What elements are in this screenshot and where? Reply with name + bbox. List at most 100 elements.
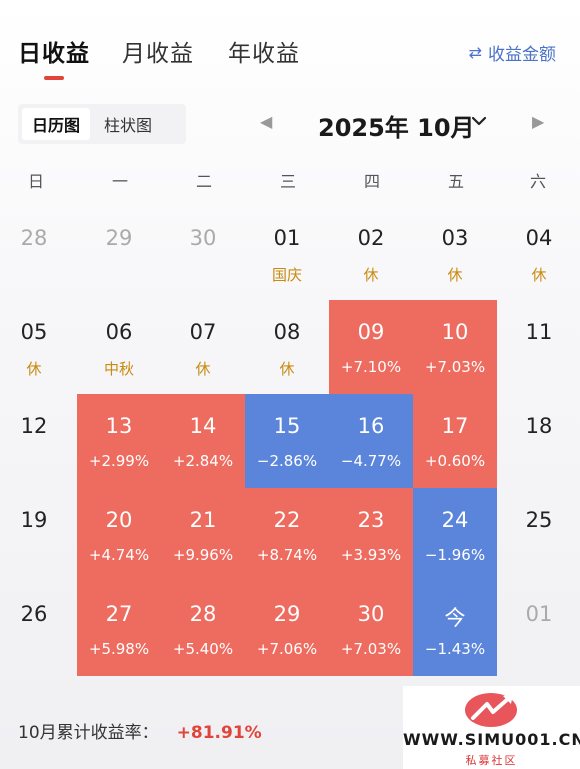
weekday-label: 日	[27, 172, 44, 191]
calendar-day-cell[interactable]: 30 +7.03%	[329, 582, 413, 676]
watermark: WWW.SIMU001.CN 私募社区	[403, 686, 580, 769]
day-number: 23	[357, 508, 385, 532]
daily-return: +3.93%	[340, 546, 402, 564]
day-number: 20	[105, 508, 133, 532]
bar-view-button[interactable]: 柱状图	[104, 116, 153, 135]
daily-return: +7.06%	[256, 640, 318, 658]
day-number: 07	[189, 320, 217, 344]
day-number: 01	[273, 226, 301, 250]
calendar-day-cell[interactable]: 07 休	[161, 300, 245, 394]
calendar-day-cell[interactable]: 18	[497, 394, 580, 488]
calendar-day-cell[interactable]: 02 休	[329, 206, 413, 300]
calendar-day-cell[interactable]: 29 +7.06%	[245, 582, 329, 676]
day-number: 06	[105, 320, 133, 344]
calendar-day-cell[interactable]: 11	[497, 300, 580, 394]
calendar-day-cell[interactable]: 09 +7.10%	[329, 300, 413, 394]
prev-month-icon[interactable]: ◀	[260, 112, 273, 131]
day-number: 30	[189, 226, 217, 250]
day-number: 17	[441, 414, 469, 438]
month-selector[interactable]: 2025年 10月	[318, 114, 475, 142]
calendar-day-cell[interactable]: 10 +7.03%	[413, 300, 497, 394]
swap-icon: ⇄	[468, 43, 482, 62]
calendar-day-cell[interactable]: 04 休	[497, 206, 580, 300]
day-number: 21	[189, 508, 217, 532]
calendar-day-cell[interactable]: 03 休	[413, 206, 497, 300]
calendar-day-cell[interactable]: 16 −4.77%	[329, 394, 413, 488]
day-number: 29	[105, 226, 133, 250]
calendar-view-button[interactable]: 日历图	[22, 108, 91, 140]
cumulative-return-label: 10月累计收益率：	[18, 723, 159, 743]
period-tabs: 日收益 月收益 年收益 ⇄ 收益金额	[0, 0, 580, 90]
day-number: 15	[273, 414, 301, 438]
calendar-day-cell[interactable]: 24 −1.96%	[413, 488, 497, 582]
watermark-subtext: 私募社区	[465, 754, 518, 767]
calendar-day-cell[interactable]: 22 +8.74%	[245, 488, 329, 582]
day-number: 14	[189, 414, 217, 438]
tab-daily-returns[interactable]: 日收益	[18, 41, 90, 67]
monthly-cumulative-return: 10月累计收益率： +81.91%	[18, 718, 262, 743]
calendar-day-cell[interactable]: 21 +9.96%	[161, 488, 245, 582]
toggle-amount-button[interactable]: ⇄ 收益金额	[469, 40, 556, 65]
calendar-day-cell[interactable]: 27 +5.98%	[77, 582, 161, 676]
holiday-label: 休	[195, 360, 211, 378]
day-number: 30	[357, 602, 385, 626]
calendar-day-cell[interactable]: 15 −2.86%	[245, 394, 329, 488]
weekday-label: 二	[195, 172, 212, 191]
calendar-day-cell[interactable]: 01 国庆	[245, 206, 329, 300]
day-number: 03	[441, 226, 469, 250]
daily-return: +5.98%	[88, 640, 150, 658]
calendar-day-cell[interactable]: 12	[0, 394, 76, 488]
calendar-day-cell[interactable]: 05 休	[0, 300, 76, 394]
calendar-day-cell[interactable]: 17 +0.60%	[413, 394, 497, 488]
daily-return: +2.99%	[88, 452, 150, 470]
calendar-day-cell[interactable]: 13 +2.99%	[77, 394, 161, 488]
daily-return: +2.84%	[172, 452, 234, 470]
day-number: 09	[357, 320, 385, 344]
day-number: 08	[273, 320, 301, 344]
weekday-label: 六	[529, 172, 546, 191]
toggle-amount-label: 收益金额	[488, 45, 556, 65]
calendar-day-cell[interactable]: 25	[497, 488, 580, 582]
calendar-day-cell[interactable]: 01	[497, 582, 580, 676]
calendar-day-cell[interactable]: 29	[77, 206, 161, 300]
daily-return: +4.74%	[88, 546, 150, 564]
calendar-day-cell[interactable]: 23 +3.93%	[329, 488, 413, 582]
calendar-day-cell[interactable]: 06 中秋	[77, 300, 161, 394]
day-number: 24	[441, 508, 469, 532]
calendar-day-cell[interactable]: 今 −1.43%	[413, 582, 497, 676]
day-number: 今	[444, 606, 466, 630]
next-month-icon[interactable]: ▶	[532, 112, 545, 131]
weekday-label: 一	[111, 172, 128, 191]
day-number: 11	[525, 320, 553, 344]
day-number: 12	[20, 414, 48, 438]
day-number: 26	[20, 602, 48, 626]
holiday-label: 休	[26, 360, 42, 378]
calendar-day-cell[interactable]: 28	[0, 206, 76, 300]
calendar-day-cell[interactable]: 28 +5.40%	[161, 582, 245, 676]
day-number: 28	[189, 602, 217, 626]
watermark-text: WWW.SIMU001.CN	[403, 730, 580, 749]
calendar-day-cell[interactable]: 08 休	[245, 300, 329, 394]
month-navigation: ◀ 2025年 10月 ▶	[0, 104, 580, 144]
calendar-day-cell[interactable]: 20 +4.74%	[77, 488, 161, 582]
holiday-label: 休	[279, 360, 295, 378]
weekday-label: 四	[363, 172, 380, 191]
holiday-label: 休	[447, 266, 463, 284]
calendar-day-cell[interactable]: 30	[161, 206, 245, 300]
day-number: 10	[441, 320, 469, 344]
calendar-day-cell[interactable]: 14 +2.84%	[161, 394, 245, 488]
day-number: 19	[20, 508, 48, 532]
tab-monthly-returns[interactable]: 月收益	[122, 41, 194, 67]
calendar-day-cell[interactable]: 26	[0, 582, 76, 676]
weekday-header: 日一二三四五六	[0, 168, 580, 192]
day-number: 01	[525, 602, 553, 626]
chevron-down-icon[interactable]	[470, 112, 488, 130]
daily-return: +5.40%	[172, 640, 234, 658]
calendar-day-cell[interactable]: 19	[0, 488, 76, 582]
holiday-label: 国庆	[271, 266, 302, 284]
tab-yearly-returns[interactable]: 年收益	[228, 41, 300, 67]
day-number: 13	[105, 414, 133, 438]
daily-return: +8.74%	[256, 546, 318, 564]
daily-return: +0.60%	[424, 452, 486, 470]
